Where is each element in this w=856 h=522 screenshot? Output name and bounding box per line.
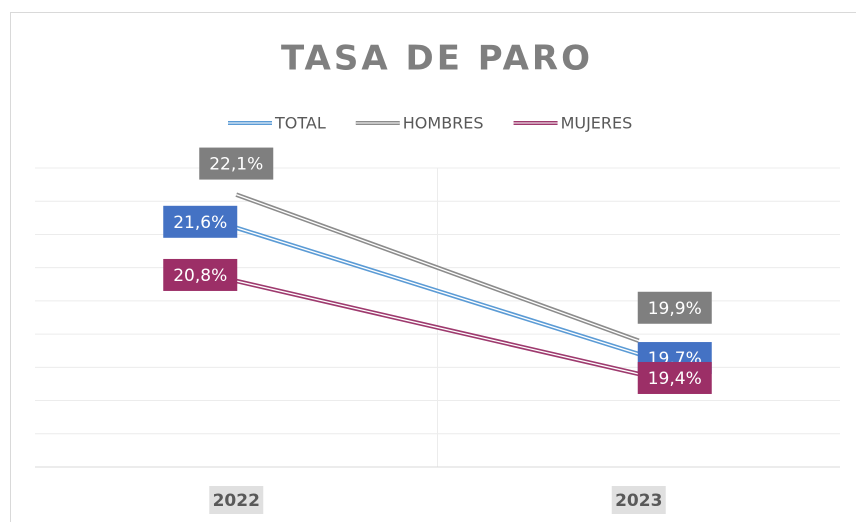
x-tick-label: 2022	[213, 491, 260, 511]
data-label-bg	[163, 258, 238, 291]
data-label: 19,9%	[648, 299, 702, 319]
data-label: 19,4%	[648, 369, 702, 389]
data-label: 21,6%	[173, 213, 227, 233]
legend-label: MUJERES	[561, 114, 633, 133]
data-label: 20,8%	[173, 266, 227, 286]
x-tick-label-bg	[611, 486, 666, 514]
data-label-bg	[637, 291, 712, 324]
series-line-inner	[236, 280, 639, 375]
chart-title: TASA DE PARO	[281, 39, 593, 79]
series-line-inner	[236, 227, 639, 355]
legend-label: HOMBRES	[403, 114, 484, 133]
x-tick-label-bg	[209, 486, 264, 514]
data-label-bg	[637, 361, 712, 394]
legend-label: TOTAL	[274, 114, 326, 133]
data-label-bg	[199, 147, 274, 180]
x-tick-label: 2023	[615, 491, 662, 511]
data-label-bg	[163, 205, 238, 238]
series-line-inner	[236, 193, 639, 342]
data-label: 22,1%	[209, 155, 263, 175]
